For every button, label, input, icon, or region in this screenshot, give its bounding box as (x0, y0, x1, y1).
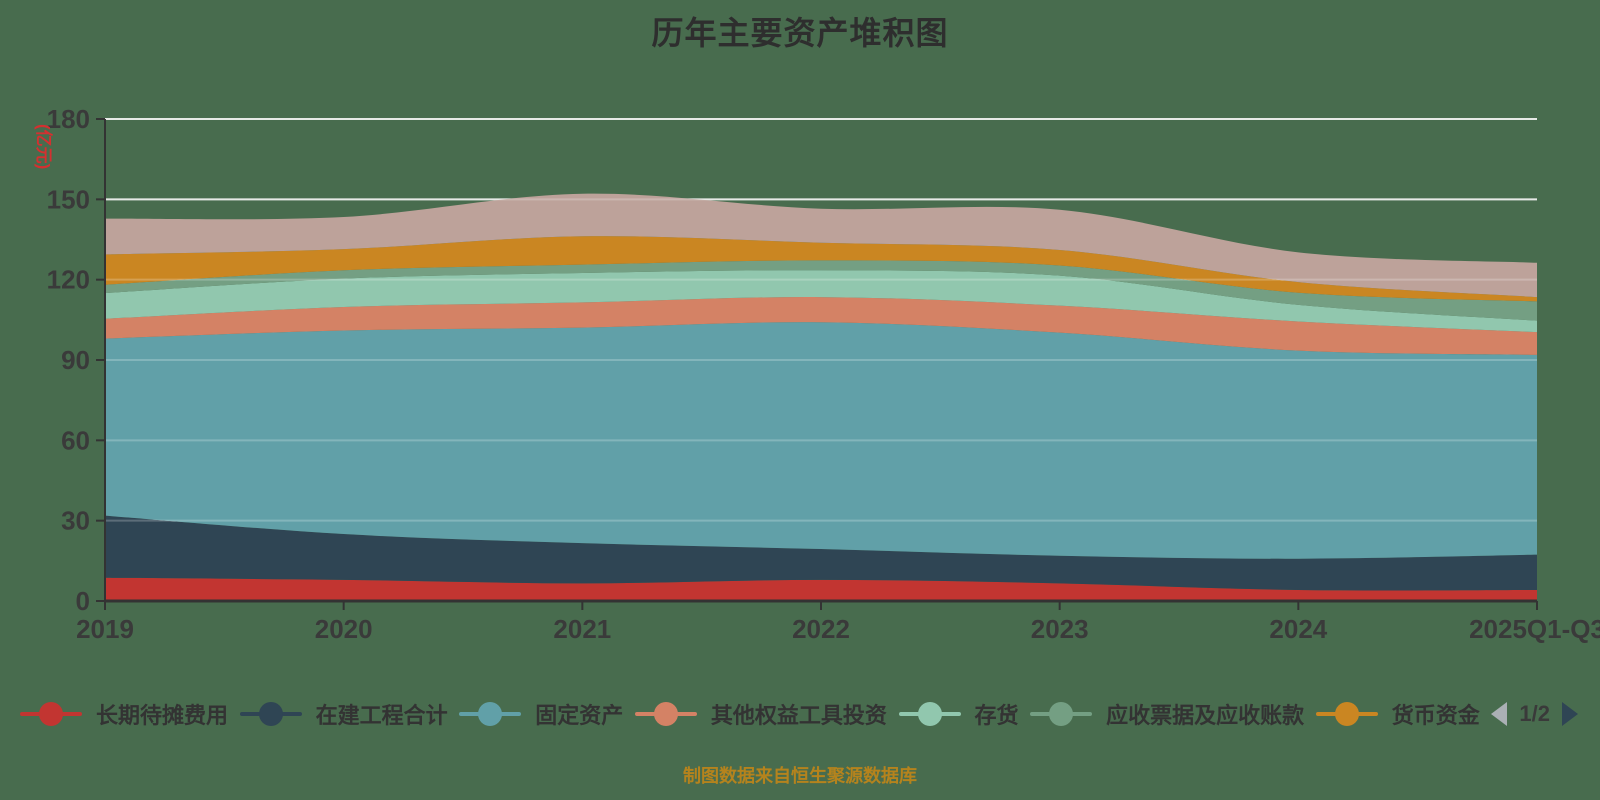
legend-pager: 1/2 (1491, 701, 1578, 727)
legend-item-2[interactable]: 在建工程合计 (239, 698, 448, 730)
x-tick-label: 2021 (553, 614, 611, 644)
legend-marker-icon (1030, 701, 1093, 727)
legend-pager-label: 1/2 (1519, 701, 1550, 726)
area-band-固定资产[interactable] (105, 322, 1537, 559)
legend-item-7[interactable]: 货币资金 (1315, 698, 1480, 730)
area-band-应收票据及应收账款[interactable] (105, 260, 1537, 321)
x-tick-label: 2025Q1-Q3 (1469, 614, 1600, 644)
y-axis-unit-label: (亿元) (34, 124, 54, 169)
y-tick-label: 90 (61, 345, 90, 375)
area-band-货币资金[interactable] (105, 236, 1537, 302)
area-band-在建工程合计[interactable] (105, 515, 1537, 591)
legend: 长期待摊费用 在建工程合计 固定资产 其他权益工具投资 存货 应收票据及应收账款… (0, 698, 1600, 730)
legend-marker-icon (20, 701, 82, 727)
legend-label: 固定资产 (535, 703, 624, 728)
data-source-caption: 制图数据来自恒生聚源数据库 (683, 766, 917, 786)
y-gridlines-overlay (105, 118, 1537, 522)
y-tick-label: 0 (76, 586, 90, 616)
y-tick-label: 60 (61, 425, 90, 455)
stacked-area-chart[interactable]: 0 30 60 90 120 150 180 2019 2020 2021 2022 2023 2024… (0, 0, 1600, 660)
legend-item-3[interactable]: 固定资产 (459, 698, 623, 730)
area-band-存货[interactable] (105, 270, 1537, 333)
legend-item-5[interactable]: 存货 (898, 698, 1019, 730)
x-tick-label: 2023 (1031, 614, 1089, 644)
legend-label: 长期待摊费用 (96, 703, 229, 728)
x-tick-label: 2024 (1269, 614, 1327, 644)
legend-marker-icon (1315, 701, 1378, 727)
area-band-长期待摊费用[interactable] (105, 577, 1537, 601)
legend-item-1[interactable]: 长期待摊费用 (20, 698, 228, 730)
legend-next-icon[interactable] (1561, 702, 1578, 726)
legend-label: 应收票据及应收账款 (1106, 703, 1305, 728)
area-series (105, 193, 1537, 601)
axes: 0 30 60 90 120 150 180 2019 2020 2021 2022 2023 2024… (34, 104, 1600, 644)
legend-label: 货币资金 (1391, 703, 1480, 728)
y-tick-label: 150 (47, 184, 90, 214)
legend-marker-icon (634, 701, 697, 727)
x-tick-label: 2022 (792, 614, 850, 644)
x-tick-label: 2019 (76, 614, 134, 644)
area-band-series-8[interactable] (105, 193, 1537, 298)
legend-marker-icon (239, 701, 302, 727)
x-tick-label: 2020 (315, 614, 373, 644)
legend-label: 其他权益工具投资 (710, 703, 887, 728)
y-tick-label: 180 (47, 104, 90, 134)
legend-item-4[interactable]: 其他权益工具投资 (634, 698, 887, 730)
area-band-其他权益工具投资[interactable] (105, 297, 1537, 355)
legend-marker-icon (459, 701, 522, 727)
y-tick-label: 30 (61, 506, 90, 536)
legend-item-6[interactable]: 应收票据及应收账款 (1030, 698, 1304, 730)
y-tick-label: 120 (47, 265, 90, 295)
legend-prev-icon[interactable] (1491, 702, 1508, 726)
legend-label: 存货 (974, 703, 1019, 728)
legend-label: 在建工程合计 (315, 703, 448, 728)
legend-marker-icon (898, 701, 961, 727)
chart-title: 历年主要资产堆积图 (651, 15, 949, 51)
